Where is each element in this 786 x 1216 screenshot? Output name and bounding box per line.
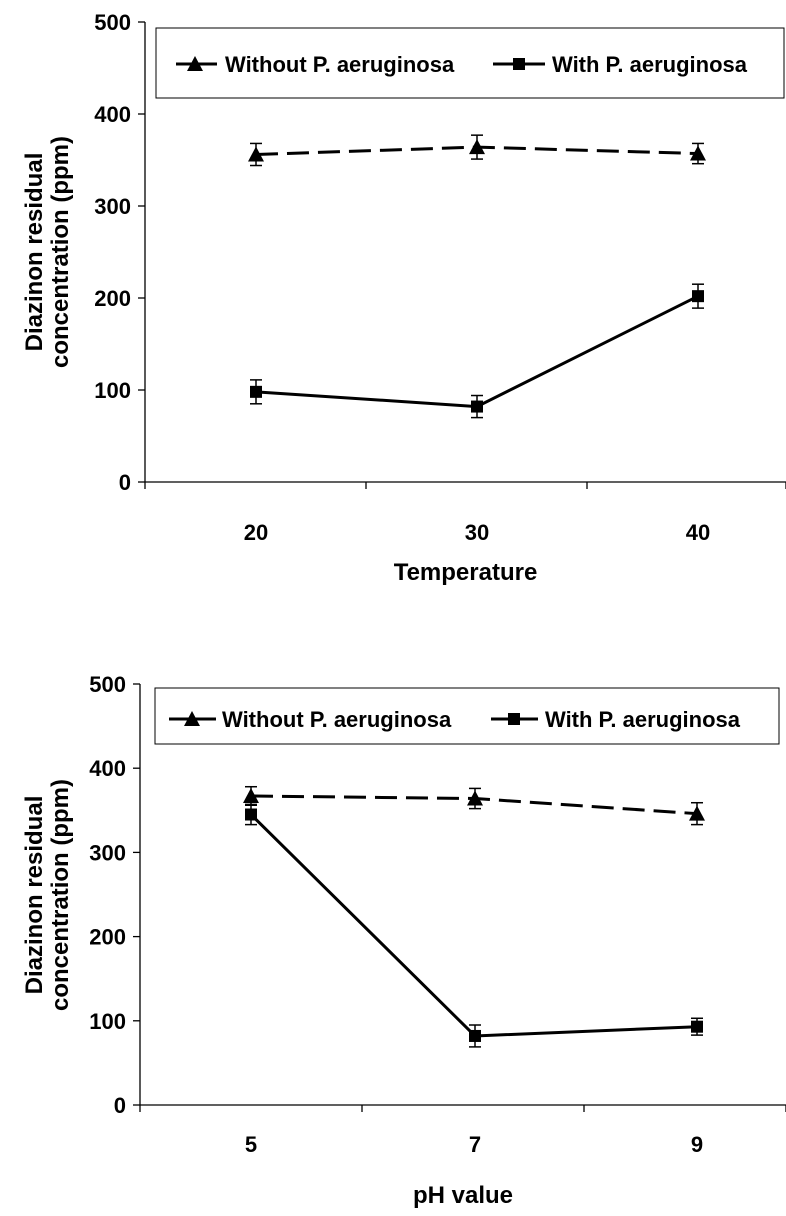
y-tick-label: 100 bbox=[94, 378, 131, 403]
data-point bbox=[245, 809, 257, 821]
legend-label: With P. aeruginosa bbox=[552, 52, 748, 77]
ph-chart: 0 100 200 300 400 500 5 7 9 pH value Diazinon resi… bbox=[21, 672, 786, 1209]
y-axis-title-line: concentration (ppm) bbox=[47, 779, 74, 1011]
legend-marker bbox=[513, 58, 525, 70]
y-tick-label: 100 bbox=[89, 1009, 126, 1034]
data-point bbox=[250, 386, 262, 398]
y-axis-title: Diazinon residualconcentration (ppm) bbox=[21, 136, 74, 368]
y-tick-label: 400 bbox=[94, 102, 131, 127]
y-tick-label: 300 bbox=[94, 194, 131, 219]
series-line-with bbox=[256, 296, 698, 406]
y-axis-title-line: Diazinon residual bbox=[21, 796, 48, 995]
x-tick-label: 5 bbox=[245, 1132, 257, 1157]
data-point bbox=[691, 1021, 703, 1033]
y-tick-label: 500 bbox=[94, 10, 131, 35]
y-axis-title: Diazinon residualconcentration (ppm) bbox=[21, 779, 74, 1011]
x-tick-label: 30 bbox=[465, 520, 489, 545]
y-tick-label: 300 bbox=[89, 840, 126, 865]
x-tick-label: 20 bbox=[244, 520, 268, 545]
x-tick-label: 7 bbox=[469, 1132, 481, 1157]
x-axis-title: Temperature bbox=[394, 559, 538, 586]
y-tick-label: 0 bbox=[119, 470, 131, 495]
legend-label: Without P. aeruginosa bbox=[222, 707, 452, 732]
x-tick-label: 40 bbox=[686, 520, 710, 545]
data-point bbox=[692, 290, 704, 302]
data-point bbox=[471, 401, 483, 413]
legend-label: Without P. aeruginosa bbox=[225, 52, 455, 77]
y-tick-label: 500 bbox=[89, 672, 126, 697]
data-point bbox=[469, 1030, 481, 1042]
series-line-with bbox=[251, 815, 697, 1036]
temperature-chart: 0 100 200 300 400 500 20 30 40 Temperature Diazino… bbox=[21, 10, 786, 586]
x-axis-title: pH value bbox=[413, 1182, 513, 1209]
y-tick-label: 200 bbox=[94, 286, 131, 311]
legend-marker bbox=[508, 713, 520, 725]
y-tick-label: 0 bbox=[114, 1093, 126, 1118]
y-tick-label: 400 bbox=[89, 756, 126, 781]
legend-label: With P. aeruginosa bbox=[545, 707, 741, 732]
y-axis-title-line: concentration (ppm) bbox=[47, 136, 74, 368]
y-tick-label: 200 bbox=[89, 925, 126, 950]
y-axis-title-line: Diazinon residual bbox=[21, 153, 48, 352]
x-tick-label: 9 bbox=[691, 1132, 703, 1157]
